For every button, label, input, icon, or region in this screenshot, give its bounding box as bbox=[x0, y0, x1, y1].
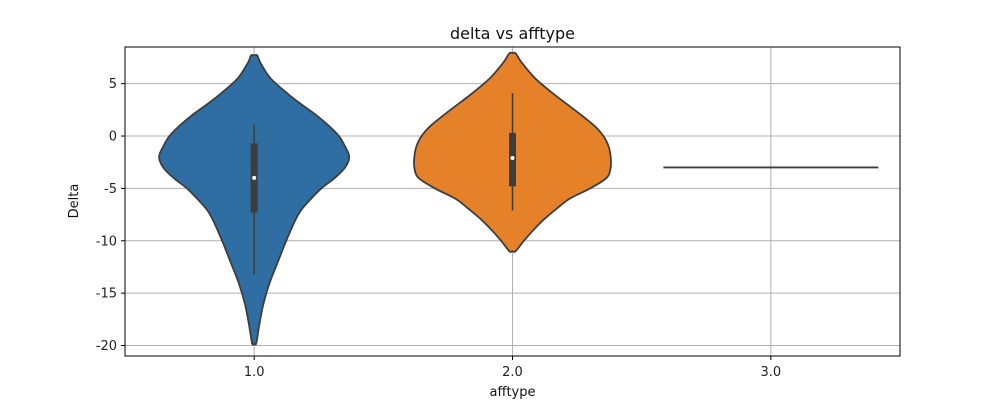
x-axis-ticks: 1.0 2.0 3.0 bbox=[244, 356, 781, 380]
y-tick-label: -20 bbox=[96, 339, 117, 354]
violins bbox=[158, 51, 879, 346]
y-tick-label: 0 bbox=[109, 130, 117, 145]
y-axis-label: Delta bbox=[67, 184, 82, 219]
y-tick-label: -5 bbox=[104, 182, 117, 197]
y-tick-label: 5 bbox=[109, 77, 117, 92]
y-tick-label: -10 bbox=[96, 234, 117, 249]
y-axis-ticks: 5 0 -5 -10 -15 -20 bbox=[96, 77, 125, 354]
chart-title: delta vs afftype bbox=[450, 24, 575, 43]
y-tick-label: -15 bbox=[96, 287, 117, 302]
x-tick-label: 1.0 bbox=[244, 365, 265, 380]
x-tick-label: 3.0 bbox=[760, 365, 781, 380]
violin-median-dot bbox=[252, 175, 257, 180]
violin-median-dot bbox=[510, 156, 515, 161]
x-tick-label: 2.0 bbox=[502, 365, 523, 380]
x-axis-label: afftype bbox=[490, 385, 536, 400]
